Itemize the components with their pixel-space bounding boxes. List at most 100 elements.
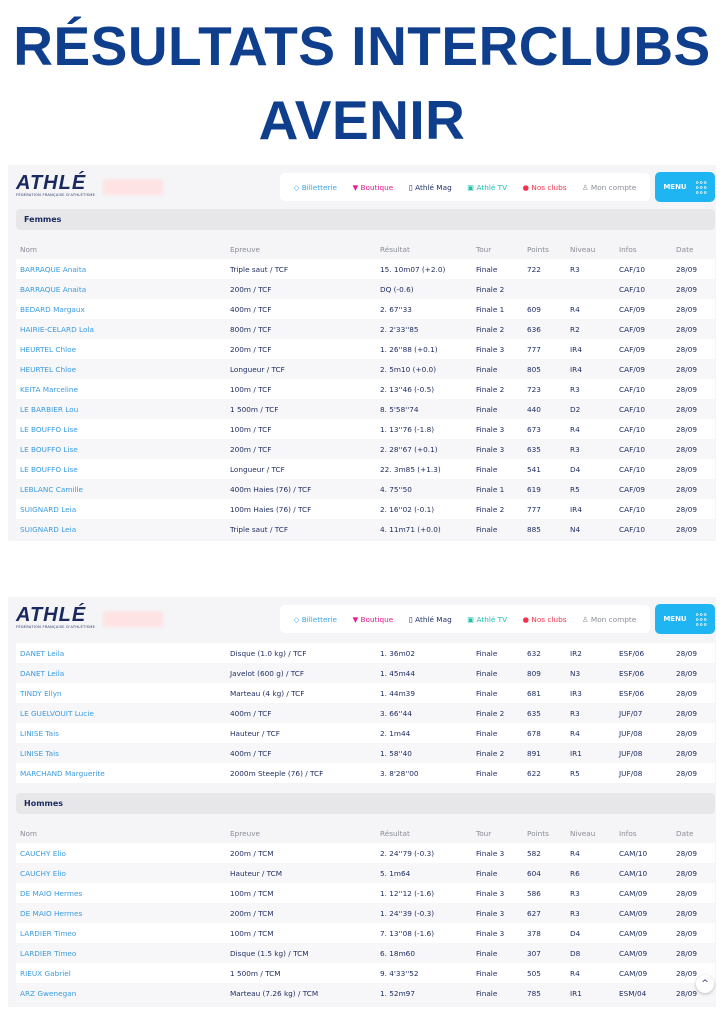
column-header: Tour	[476, 245, 492, 254]
table-row: HEURTEL Chloe Longueur / TCF 2. 5m10 (+0.0…	[16, 359, 715, 379]
menu-button[interactable]: MENU ∘∘∘ ∘∘∘ ∘∘∘	[655, 172, 715, 202]
athlete-link[interactable]: DE MAIO Hermes	[20, 889, 83, 898]
column-header: Epreuve	[230, 245, 261, 254]
athlete-link[interactable]: LE BOUFFO Lise	[20, 465, 78, 474]
athlete-link[interactable]: ARZ Gwenegan	[20, 989, 77, 998]
table-row: LEBLANC Camille 400m Haies (76) / TCF 4. 7…	[16, 479, 715, 499]
cell-infos: CAM/09	[619, 889, 648, 898]
cell-epreuve: 200m / TCM	[230, 909, 274, 918]
cell-tour: Finale	[476, 649, 498, 658]
column-header: Nom	[20, 829, 38, 838]
table-row: DANET Leila Disque (1.0 kg) / TCF 1. 36m02…	[16, 643, 715, 663]
athlete-link[interactable]: LEBLANC Camille	[20, 485, 84, 494]
cell-epreuve: Longueur / TCF	[230, 365, 285, 374]
nav-athl-tv[interactable]: ▣ Athlé TV	[467, 614, 508, 624]
cell-infos: CAF/10	[619, 425, 646, 434]
cell-niveau: IR4	[570, 345, 582, 354]
cell-infos: JUF/08	[619, 729, 643, 738]
cell-tour: Finale 2	[476, 709, 505, 718]
cell-résultat: 2. 5m10 (+0.0)	[380, 365, 437, 374]
nav-mon-compte[interactable]: ♙ Mon compte	[582, 182, 637, 192]
athlete-link[interactable]: LARDIER Timeo	[20, 929, 77, 938]
athlete-link[interactable]: BARRAQUE Anaita	[20, 285, 87, 294]
athlete-link[interactable]: KEITA Marceline	[20, 385, 79, 394]
cell-résultat: 1. 52m97	[380, 989, 415, 998]
nav-billetterie[interactable]: ◇ Billetterie	[293, 614, 338, 624]
cell-infos: ESF/06	[619, 649, 645, 658]
cell-date: 28/09	[676, 425, 698, 434]
athlete-link[interactable]: LE GUELVOUIT Lucie	[20, 709, 94, 718]
cell-niveau: N3	[570, 669, 581, 678]
athlete-link[interactable]: HEURTEL Chloe	[20, 345, 77, 354]
nav-mon-compte[interactable]: ♙ Mon compte	[582, 614, 637, 624]
cell-résultat: 2. 24''79 (-0.3)	[380, 849, 435, 858]
athlete-link[interactable]: SUIGNARD Leia	[20, 525, 77, 534]
table-row: LARDIER Timeo Disque (1.5 kg) / TCM 6. 18m…	[16, 943, 715, 963]
tv-icon: ▣	[467, 182, 475, 192]
table-row: LINISE Tais 400m / TCF 1. 58''40 Finale 2 89…	[16, 743, 715, 763]
cell-tour: Finale	[476, 969, 498, 978]
section-header: Femmes	[16, 209, 715, 230]
cell-résultat: 3. 66''44	[380, 709, 412, 718]
nav-billetterie[interactable]: ◇ Billetterie	[293, 182, 338, 192]
scroll-to-top-button[interactable]: ^	[696, 975, 714, 993]
nav-athl-tv[interactable]: ▣ Athlé TV	[467, 182, 508, 192]
book-icon: ▯	[408, 614, 413, 624]
nav-boutique[interactable]: ▼ Boutique	[352, 614, 394, 624]
athlete-link[interactable]: DANET Leila	[20, 669, 65, 678]
athlete-link[interactable]: LINISE Tais	[20, 749, 59, 758]
cell-tour: Finale 1	[476, 305, 505, 314]
table-row: RIEUX Gabriel 1 500m / TCM 9. 4'33''52 Fina…	[16, 963, 715, 983]
athlete-link[interactable]: LINISE Tais	[20, 729, 59, 738]
nav-nos-clubs[interactable]: ● Nos clubs	[522, 614, 567, 624]
cell-epreuve: 100m / TCM	[230, 889, 274, 898]
cell-résultat: 2. 13''46 (-0.5)	[380, 385, 435, 394]
cell-date: 28/09	[676, 385, 698, 394]
ticket-icon: ◇	[293, 614, 300, 624]
cell-résultat: 2. 67''33	[380, 305, 412, 314]
cell-epreuve: 800m / TCF	[230, 325, 272, 334]
nav-athl-mag[interactable]: ▯ Athlé Mag	[408, 182, 452, 192]
athlete-link[interactable]: LE BARBIER Lou	[20, 405, 79, 414]
cell-niveau: IR4	[570, 365, 582, 374]
athlete-link[interactable]: LARDIER Timeo	[20, 949, 77, 958]
page-title-line1: RÉSULTATS INTERCLUBS	[13, 15, 711, 77]
athlete-link[interactable]: MARCHAND Marguerite	[20, 769, 105, 778]
athlete-link[interactable]: RIEUX Gabriel	[20, 969, 71, 978]
athlete-link[interactable]: SUIGNARD Leia	[20, 505, 77, 514]
athlete-link[interactable]: LE BOUFFO Lise	[20, 445, 78, 454]
cell-date: 28/09	[676, 989, 698, 998]
cell-date: 28/09	[676, 729, 698, 738]
cell-résultat: 9. 4'33''52	[380, 969, 419, 978]
page-title-line2: AVENIR	[258, 89, 466, 151]
chevron-up-icon: ^	[701, 979, 709, 989]
athlete-link[interactable]: HEURTEL Chloe	[20, 365, 77, 374]
cell-epreuve: 1 500m / TCF	[230, 405, 279, 414]
table-row: TINDY Ellyn Marteau (4 kg) / TCF 1. 44m39 F…	[16, 683, 715, 703]
cell-résultat: 1. 45m44	[380, 669, 415, 678]
cell-résultat: 1. 26''88 (+0.1)	[380, 345, 438, 354]
user-icon: ♙	[582, 182, 589, 192]
athlete-link[interactable]: DE MAIO Hermes	[20, 909, 83, 918]
cell-niveau: D4	[570, 465, 581, 474]
column-header: Infos	[619, 829, 637, 838]
cell-niveau: R2	[570, 325, 580, 334]
cell-epreuve: Marteau (7.26 kg) / TCM	[230, 989, 319, 998]
athle-logo[interactable]: ATHLÉ FÉDÉRATION FRANÇAISE D'ATHLÉTISME	[16, 604, 96, 629]
cell-points: 777	[527, 505, 541, 514]
athlete-link[interactable]: TINDY Ellyn	[20, 689, 62, 698]
athlete-link[interactable]: BARRAQUE Anaita	[20, 265, 87, 274]
athlete-link[interactable]: HAIRIE-CELARD Lola	[20, 325, 94, 334]
athlete-link[interactable]: CAUCHY Elio	[20, 849, 66, 858]
nav-nos-clubs[interactable]: ● Nos clubs	[522, 182, 567, 192]
athlete-link[interactable]: BEDARD Margaux	[20, 305, 85, 314]
cell-résultat: 5. 1m64	[380, 869, 411, 878]
nav-boutique[interactable]: ▼ Boutique	[352, 182, 394, 192]
athlete-link[interactable]: LE BOUFFO Lise	[20, 425, 78, 434]
nav-athl-mag[interactable]: ▯ Athlé Mag	[408, 614, 452, 624]
athle-logo[interactable]: ATHLÉ FÉDÉRATION FRANÇAISE D'ATHLÉTISME	[16, 172, 96, 197]
athlete-link[interactable]: CAUCHY Elio	[20, 869, 66, 878]
cell-résultat: 6. 18m60	[380, 949, 415, 958]
athlete-link[interactable]: DANET Leila	[20, 649, 65, 658]
menu-button[interactable]: MENU ∘∘∘ ∘∘∘ ∘∘∘	[655, 604, 715, 634]
